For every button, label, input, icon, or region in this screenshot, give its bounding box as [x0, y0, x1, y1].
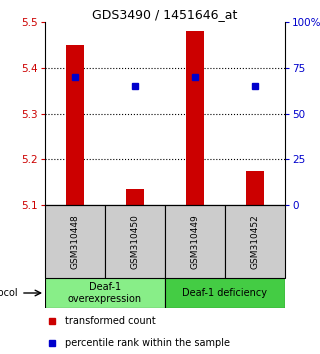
Bar	[186, 31, 204, 205]
Text: Deaf-1 deficiency: Deaf-1 deficiency	[182, 288, 268, 298]
Bar	[246, 171, 264, 205]
Text: percentile rank within the sample: percentile rank within the sample	[65, 338, 230, 348]
Text: protocol: protocol	[0, 288, 18, 298]
Text: GSM310449: GSM310449	[190, 214, 199, 269]
Bar	[165, 278, 285, 308]
Text: GSM310450: GSM310450	[131, 214, 140, 269]
Bar	[225, 205, 285, 278]
Bar	[126, 189, 144, 205]
Text: GSM310448: GSM310448	[70, 214, 79, 269]
Bar	[105, 205, 165, 278]
Title: GDS3490 / 1451646_at: GDS3490 / 1451646_at	[92, 8, 238, 21]
Bar	[45, 278, 165, 308]
Bar	[45, 205, 105, 278]
Bar	[66, 45, 84, 205]
Text: transformed count: transformed count	[65, 316, 156, 326]
Text: GSM310452: GSM310452	[251, 214, 260, 269]
Text: Deaf-1
overexpression: Deaf-1 overexpression	[68, 282, 142, 304]
Bar	[165, 205, 225, 278]
